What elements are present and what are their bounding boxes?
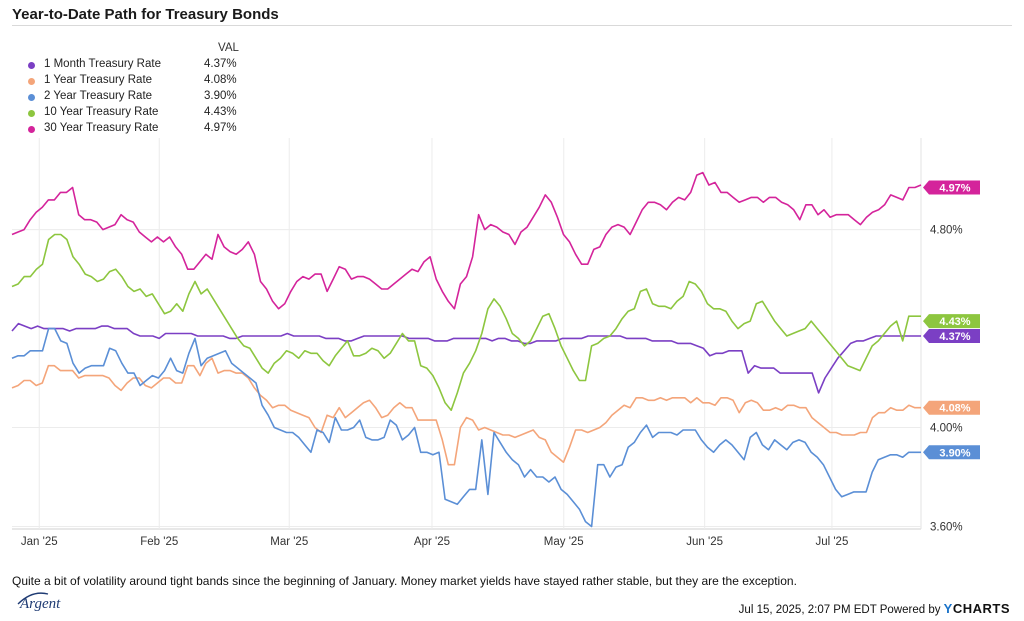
x-tick-label: Jul '25 <box>815 536 848 548</box>
argent-logo: Argent <box>17 592 61 612</box>
value-tag-label: 4.37% <box>939 331 970 343</box>
legend-series-name: 1 Month Treasury Rate <box>44 58 161 70</box>
series-line-0 <box>11 322 921 394</box>
chart-caption: Quite a bit of volatility around tight b… <box>12 574 797 588</box>
legend-marker <box>28 78 35 85</box>
value-tag-1 <box>923 400 980 415</box>
x-tick-label: Jun '25 <box>686 536 723 548</box>
legend-marker <box>28 94 35 101</box>
value-tag-4 <box>923 180 980 195</box>
legend-marker <box>28 62 35 69</box>
y-tick-label: 4.00% <box>930 423 963 435</box>
legend-series-name: 10 Year Treasury Rate <box>44 106 159 118</box>
legend-series-name: 30 Year Treasury Rate <box>44 122 159 134</box>
y-tick-label: 4.80% <box>930 225 963 237</box>
legend-series-value: 4.43% <box>204 106 237 118</box>
value-tag-label: 4.97% <box>939 182 970 194</box>
series-line-4 <box>11 171 922 310</box>
legend-series-value: 3.90% <box>204 90 237 102</box>
legend-series-value: 4.37% <box>204 58 237 70</box>
series-line-3 <box>11 233 921 412</box>
footer-timestamp: Jul 15, 2025, 2:07 PM EDT Powered by <box>738 604 944 616</box>
x-tick-label: Mar '25 <box>270 536 308 548</box>
chart-title: Year-to-Date Path for Treasury Bonds <box>12 6 279 23</box>
value-tag-3 <box>923 314 980 329</box>
legend-value-header: VAL <box>218 42 239 54</box>
logo-text: Argent <box>19 596 61 612</box>
footer-attribution: Jul 15, 2025, 2:07 PM EDT Powered by YCH… <box>739 601 1010 616</box>
ycharts-logo[interactable]: YCHARTS <box>943 601 1010 616</box>
line-chart: Jan '25 Feb '25 Mar '25 Apr '25 May '25 Jun '… <box>11 138 980 548</box>
value-tag-0 <box>923 328 980 343</box>
title-divider <box>12 25 1012 26</box>
legend-series-value: 4.08% <box>204 74 237 86</box>
legend-series-name: 1 Year Treasury Rate <box>44 74 153 86</box>
x-tick-label: Jan '25 <box>21 536 58 548</box>
x-tick-label: May '25 <box>544 536 584 548</box>
value-tag-label: 3.90% <box>939 447 970 459</box>
legend-series-value: 4.97% <box>204 122 237 134</box>
series-line-1 <box>11 357 921 466</box>
legend-marker <box>28 126 35 133</box>
x-tick-label: Apr '25 <box>414 536 450 548</box>
value-tag-label: 4.08% <box>939 403 970 415</box>
value-tag-label: 4.43% <box>939 316 970 328</box>
value-tag-2 <box>923 445 980 460</box>
x-tick-label: Feb '25 <box>140 536 178 548</box>
y-tick-label: 3.60% <box>930 522 963 534</box>
series-line-2 <box>11 327 921 528</box>
legend-series-name: 2 Year Treasury Rate <box>44 90 153 102</box>
legend-marker <box>28 110 35 117</box>
